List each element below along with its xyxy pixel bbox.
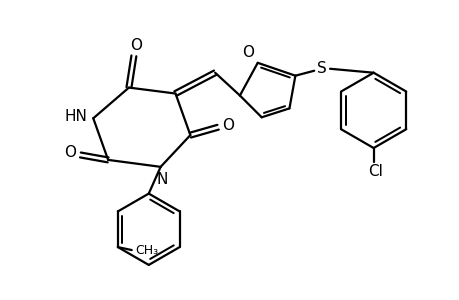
Text: O: O (222, 118, 234, 133)
Text: HN: HN (64, 109, 87, 124)
Text: S: S (317, 61, 326, 76)
Text: O: O (64, 146, 76, 160)
Text: O: O (241, 45, 253, 60)
Text: N: N (157, 172, 168, 187)
Text: O: O (129, 38, 141, 53)
Text: Cl: Cl (367, 164, 382, 179)
Text: CH₃: CH₃ (135, 244, 158, 256)
